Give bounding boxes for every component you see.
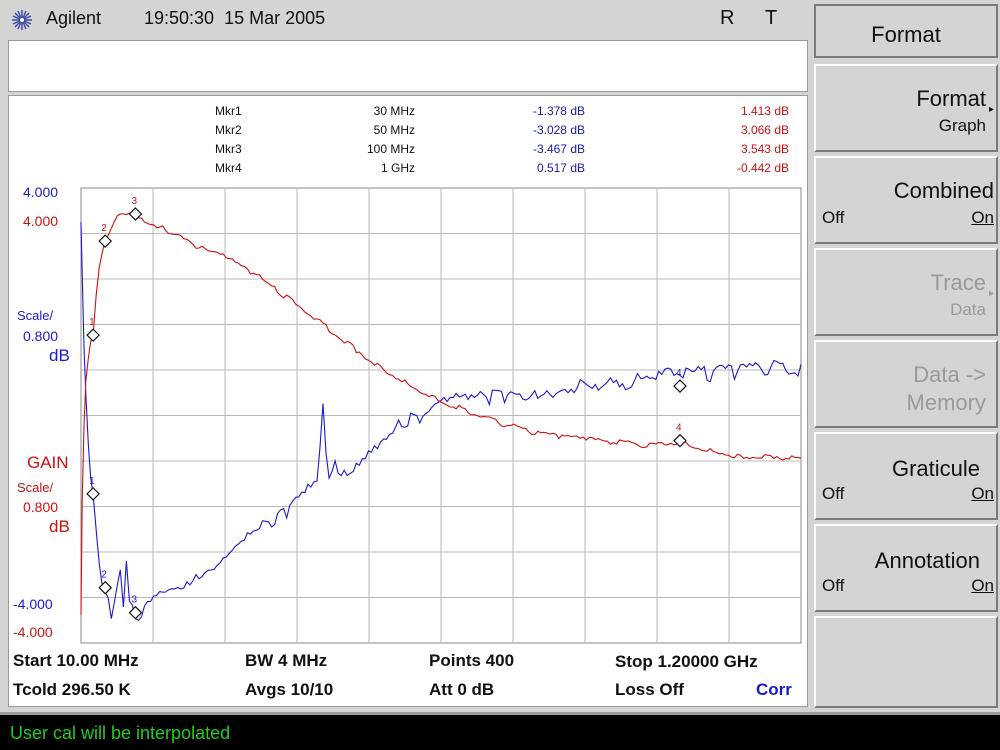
marker-diamond-nf-2 — [98, 580, 113, 595]
title-area — [8, 40, 808, 92]
nf-trace-line — [80, 222, 802, 622]
softkey-label: Data -> — [913, 362, 986, 387]
marker-number-gain-4: 4 — [676, 423, 682, 434]
softkey-menu-title: Format — [814, 4, 998, 58]
annotation-softkey[interactable]: Annotation Off On — [814, 524, 998, 612]
marker-diamond-gain-4 — [673, 433, 687, 448]
stop-frequency: Stop 1.20000 GHz — [615, 652, 758, 671]
marker-gain-value: 3.543 dB — [740, 142, 789, 156]
remote-indicator: R — [720, 7, 735, 29]
talk-indicator: T — [765, 7, 778, 29]
softkey-label: Trace — [930, 270, 986, 295]
marker-gain-value: 1.413 dB — [740, 104, 789, 118]
softkey-sublabel: Data — [950, 300, 986, 319]
combined-softkey[interactable]: Combined Off On — [814, 156, 998, 244]
softkey-on-option: On — [971, 576, 994, 595]
marker-number-nf-3: 3 — [131, 595, 137, 606]
start-frequency: Start 10.00 MHz — [13, 651, 139, 670]
marker-diamond-nf-3 — [128, 605, 143, 620]
marker-label: Mkr1 — [215, 104, 242, 118]
gain-scale-label: Scale/ — [17, 480, 54, 495]
softkey-panel: Format Format ▸ Graph Combined Off On Tr… — [812, 0, 1000, 712]
agilent-spark-icon — [12, 10, 32, 30]
marker-diamond-gain-3 — [128, 207, 143, 221]
nf-unit: dB — [49, 346, 70, 365]
nf-scale-label: Scale/ — [17, 308, 54, 323]
format-graph-softkey[interactable]: Format ▸ Graph — [814, 64, 998, 152]
marker-frequency: 1 GHz — [380, 161, 415, 175]
tcold: Tcold 296.50 K — [13, 680, 131, 699]
nf-bottom-value: -4.000 — [13, 596, 53, 612]
marker-diamond-nf-1 — [86, 487, 100, 501]
marker-diamond-gain-2 — [98, 234, 113, 248]
softkey-off-option: Off — [822, 208, 845, 227]
status-bar: User cal will be interpolated — [0, 712, 1000, 750]
softkey-label: Annotation — [874, 548, 980, 573]
softkey-sublabel: Graph — [938, 116, 986, 135]
marker-number-gain-2: 2 — [101, 223, 107, 234]
points: Points 400 — [429, 651, 515, 670]
marker-number-nf-1: 1 — [89, 476, 95, 487]
gain-unit: dB — [49, 517, 70, 536]
data-to-memory-softkey[interactable]: Data -> Memory — [814, 340, 998, 428]
softkey-on-option: On — [971, 208, 994, 227]
menu-title-label: Format — [871, 22, 941, 47]
date-time: 19:50:30 15 Mar 2005 — [144, 8, 326, 28]
marker-label: Mkr2 — [215, 123, 242, 137]
nf-scale-value: 0.800 — [23, 328, 59, 344]
gain-scale-value: 0.800 — [23, 499, 59, 515]
brand-name: Agilent — [46, 8, 102, 28]
header-bar: Agilent 19:50:30 15 Mar 2005 R T — [0, 0, 810, 40]
marker-nf-value: 0.517 dB — [536, 161, 585, 175]
marker-nf-value: -3.028 dB — [532, 123, 585, 137]
graticule-grid — [80, 187, 802, 644]
blank-softkey[interactable] — [814, 616, 998, 708]
marker-frequency: 30 MHz — [373, 104, 415, 118]
marker-number-nf-4: 4 — [676, 368, 682, 379]
marker-number-nf-2: 2 — [101, 570, 107, 581]
submenu-arrow-icon: ▸ — [988, 104, 994, 115]
softkey-off-option: Off — [822, 484, 845, 503]
marker-nf-value: -3.467 dB — [532, 142, 585, 156]
gain-label: GAIN — [27, 453, 69, 472]
marker-frequency: 100 MHz — [366, 142, 415, 156]
softkey-label: Graticule — [891, 456, 980, 481]
nf-top-value: 4.000 — [23, 184, 59, 200]
attenuation: Att 0 dB — [429, 680, 495, 699]
marker-label: Mkr3 — [215, 142, 242, 156]
marker-gain-value: -0.442 dB — [736, 161, 789, 175]
correction-indicator: Corr — [756, 680, 792, 699]
softkey-label: Combined — [893, 178, 994, 203]
measurement-screen: Mkr1 30 MHz -1.378 dB 1.413 dB Mkr2 50 MHz -3.… — [8, 95, 808, 707]
submenu-arrow-icon: ▸ — [988, 288, 994, 299]
softkey-off-option: Off — [822, 576, 845, 595]
averages: Avgs 10/10 — [245, 680, 334, 699]
softkey-label: Format — [916, 86, 986, 111]
marker-label: Mkr4 — [215, 161, 242, 175]
measurement-graph: 1 1 2 2 3 3 4 4 — [80, 187, 802, 644]
loss-status: Loss Off — [615, 680, 684, 699]
softkey-label-line2: Memory — [906, 390, 986, 415]
marker-frequency: 50 MHz — [373, 123, 415, 137]
graticule-softkey[interactable]: Graticule Off On — [814, 432, 998, 520]
marker-gain-value: 3.066 dB — [740, 123, 789, 137]
marker-diamond-nf-4 — [673, 379, 687, 393]
bandwidth: BW 4 MHz — [245, 651, 328, 670]
gain-bottom-value: -4.000 — [13, 624, 53, 640]
status-message: User cal will be interpolated — [10, 723, 231, 743]
marker-number-gain-3: 3 — [131, 196, 137, 207]
trace-data-softkey[interactable]: Trace ▸ Data — [814, 248, 998, 336]
gain-top-value: 4.000 — [23, 213, 59, 229]
marker-number-gain-1: 1 — [89, 317, 95, 328]
softkey-on-option: On — [971, 484, 994, 503]
marker-nf-value: -1.378 dB — [532, 104, 585, 118]
marker-diamond-gain-1 — [86, 328, 100, 342]
plot-markers: 1 1 2 2 3 3 4 4 — [86, 196, 687, 620]
